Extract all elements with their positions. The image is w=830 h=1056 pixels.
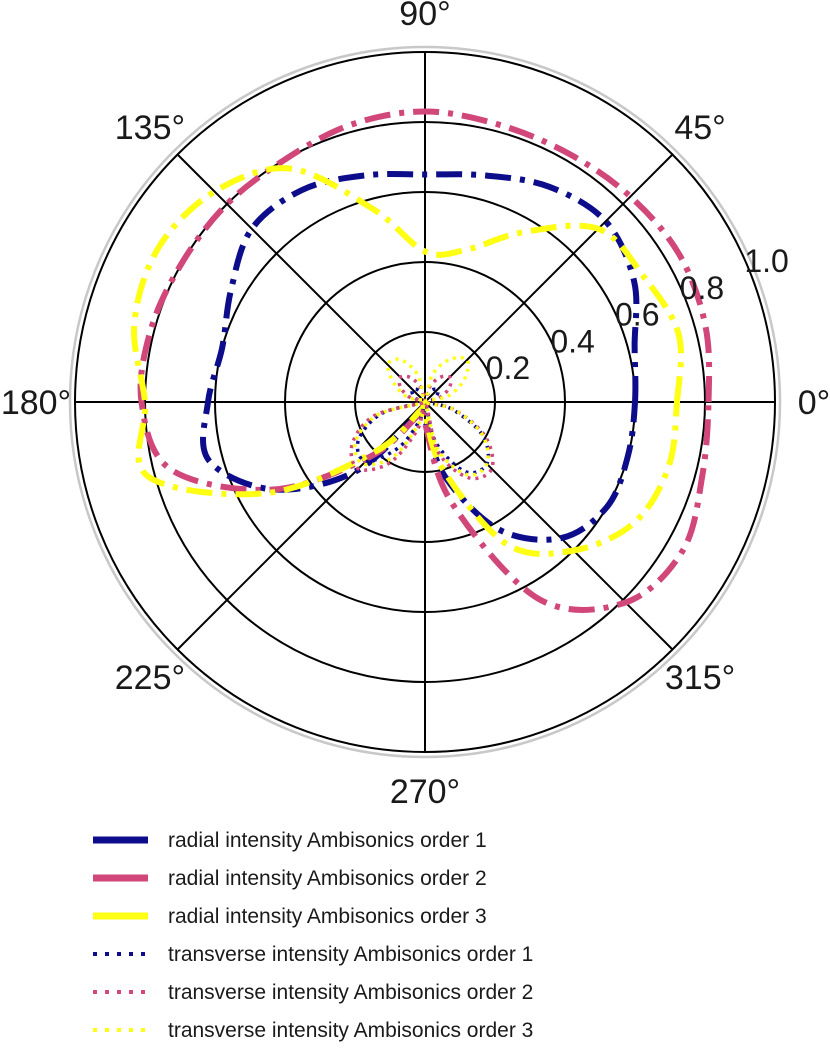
angle-tick-label: 90° <box>399 0 450 33</box>
angle-spoke-2 <box>424 153 674 403</box>
legend-entry-label: transverse intensity Ambisonics order 1 <box>168 943 533 966</box>
legend-entry-label: radial intensity Ambisonics order 1 <box>168 829 487 852</box>
angle-spoke-4 <box>176 153 426 403</box>
angle-tick-label: 225° <box>115 659 185 697</box>
angle-tick-label: 180° <box>1 384 71 422</box>
series-line-1 <box>200 171 640 543</box>
outer-boundary <box>68 45 782 759</box>
radial-tick-label: 0.4 <box>550 323 594 359</box>
radial-tick-label: 0.8 <box>680 270 724 306</box>
angle-tick-label: 270° <box>390 773 460 811</box>
angle-tick-label: 315° <box>665 659 735 697</box>
series-line-2 <box>137 108 713 613</box>
legend-entry-label: transverse intensity Ambisonics order 2 <box>168 981 533 1004</box>
angle-tick-label: 0° <box>798 384 830 422</box>
legend-entry-label: transverse intensity Ambisonics order 3 <box>168 1019 533 1042</box>
radial-tick-label: 1.0 <box>744 243 788 279</box>
angle-spoke-6 <box>176 401 426 651</box>
legend: radial intensity Ambisonics order 1 radia… <box>93 829 533 1042</box>
angle-tick-label: 135° <box>115 109 185 147</box>
series-layer <box>130 108 713 613</box>
axis-labels: 0.2 0.4 0.6 0.8 1.0 0° 45° 90° 135° 180° 225° 270° 3… <box>1 0 830 811</box>
series-line-6 <box>352 355 490 477</box>
legend-entry-label: radial intensity Ambisonics order 2 <box>168 867 487 890</box>
radial-tick-label: 0.6 <box>615 297 659 333</box>
radial-tick-label: 0.2 <box>486 350 530 386</box>
angle-tick-label: 45° <box>674 109 725 147</box>
angle-spoke-8 <box>424 401 674 651</box>
legend-entry-label: radial intensity Ambisonics order 3 <box>168 905 487 928</box>
